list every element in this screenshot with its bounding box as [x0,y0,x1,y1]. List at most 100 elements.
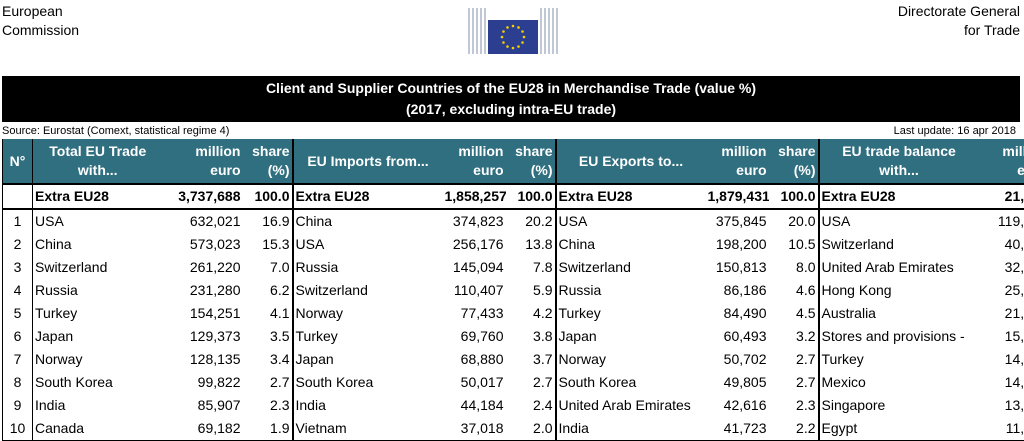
flag-star-icon [502,30,505,33]
imports-value-cell: 110,407 [443,279,506,302]
total-share-cell: 7.0 [243,256,293,279]
balance-value-cell: 14,101 [979,371,1024,394]
imports-partner-cell: Vietnam [293,417,443,441]
total-partner-cell: China [33,233,163,256]
col-total-share: share(%) [243,139,293,184]
imports-partner-cell: South Korea [293,371,443,394]
exports-share-cell: 2.2 [769,417,819,441]
imports-value-cell: 69,760 [443,325,506,348]
exports-partner-cell: China [556,233,706,256]
balance-partner-cell: Australia [819,302,979,325]
col-exports-partner: EU Exports to... [556,139,706,184]
exports-value-cell: 50,702 [706,348,769,371]
exports-value-cell: 198,200 [706,233,769,256]
exports-partner-cell: Turkey [556,302,706,325]
exports-share-cell: 20.0 [769,209,819,233]
table-title: Client and Supplier Countries of the EU2… [2,76,1020,122]
imports-partner-cell: Japan [293,348,443,371]
rank-cell: 5 [3,302,33,325]
flag-star-icon [521,30,524,33]
total-share-cell: 100.0 [243,184,293,209]
balance-partner-cell: Egypt [819,417,979,441]
balance-value-cell: 14,730 [979,348,1024,371]
balance-value-cell: 21,173 [979,184,1024,209]
total-value-cell: 231,280 [163,279,243,302]
total-share-cell: 4.1 [243,302,293,325]
imports-share-cell: 2.4 [506,394,556,417]
flag-star-icon [517,26,520,29]
total-partner-cell: USA [33,209,163,233]
rank-cell: 4 [3,279,33,302]
exports-share-cell: 2.3 [769,394,819,417]
exports-share-cell: 10.5 [769,233,819,256]
exports-partner-cell: Russia [556,279,706,302]
flag-star-icon [523,36,526,39]
imports-share-cell: 100.0 [506,184,556,209]
imports-value-cell: 256,176 [443,233,506,256]
flag-star-icon [506,26,509,29]
col-imports-share: share(%) [506,139,556,184]
total-value-cell: 3,737,688 [163,184,243,209]
balance-partner-cell: Singapore [819,394,979,417]
rank-cell: 8 [3,371,33,394]
imports-value-cell: 37,018 [443,417,506,441]
eu-flag-building-icon [466,2,560,58]
imports-share-cell: 7.8 [506,256,556,279]
exports-partner-cell: South Korea [556,371,706,394]
table-title-line1: Client and Supplier Countries of the EU2… [2,78,1020,99]
balance-partner-cell: USA [819,209,979,233]
col-exports-share: share(%) [769,139,819,184]
org-name-line1: European [2,2,79,21]
exports-share-cell: 4.6 [769,279,819,302]
total-partner-cell: Japan [33,325,163,348]
total-share-cell: 15.3 [243,233,293,256]
directorate-name: Directorate General for Trade [898,2,1020,40]
flag-star-icon [506,45,509,48]
total-partner-cell: India [33,394,163,417]
imports-partner-cell: Switzerland [293,279,443,302]
imports-value-cell: 44,184 [443,394,506,417]
balance-value-cell: 21,646 [979,302,1024,325]
exports-value-cell: 49,805 [706,371,769,394]
exports-share-cell: 4.5 [769,302,819,325]
rank-cell: 7 [3,348,33,371]
exports-partner-cell: Extra EU28 [556,184,706,209]
col-imports-partner: EU Imports from... [293,139,443,184]
flag-star-icon [512,47,515,50]
balance-partner-cell: Extra EU28 [819,184,979,209]
exports-value-cell: 1,879,431 [706,184,769,209]
exports-partner-cell: India [556,417,706,441]
exports-partner-cell: Norway [556,348,706,371]
imports-share-cell: 2.0 [506,417,556,441]
imports-share-cell: 20.2 [506,209,556,233]
total-value-cell: 99,822 [163,371,243,394]
table-title-line2: (2017, excluding intra-EU trade) [2,99,1020,120]
flag-star-icon [512,25,515,28]
imports-value-cell: 145,094 [443,256,506,279]
rank-cell: 9 [3,394,33,417]
total-value-cell: 573,023 [163,233,243,256]
total-partner-cell: South Korea [33,371,163,394]
total-value-cell: 261,220 [163,256,243,279]
exports-value-cell: 84,490 [706,302,769,325]
exports-share-cell: 100.0 [769,184,819,209]
total-partner-cell: Switzerland [33,256,163,279]
imports-partner-cell: Russia [293,256,443,279]
total-value-cell: 129,373 [163,325,243,348]
balance-value-cell: 11,750 [979,417,1024,441]
directorate-name-line1: Directorate General [898,2,1020,21]
balance-partner-cell: United Arab Emirates [819,256,979,279]
exports-value-cell: 60,493 [706,325,769,348]
total-share-cell: 2.7 [243,371,293,394]
imports-share-cell: 5.9 [506,279,556,302]
extra-eu-row: Extra EU28 3,737,688 100.0 Extra EU28 1,… [3,184,1024,209]
